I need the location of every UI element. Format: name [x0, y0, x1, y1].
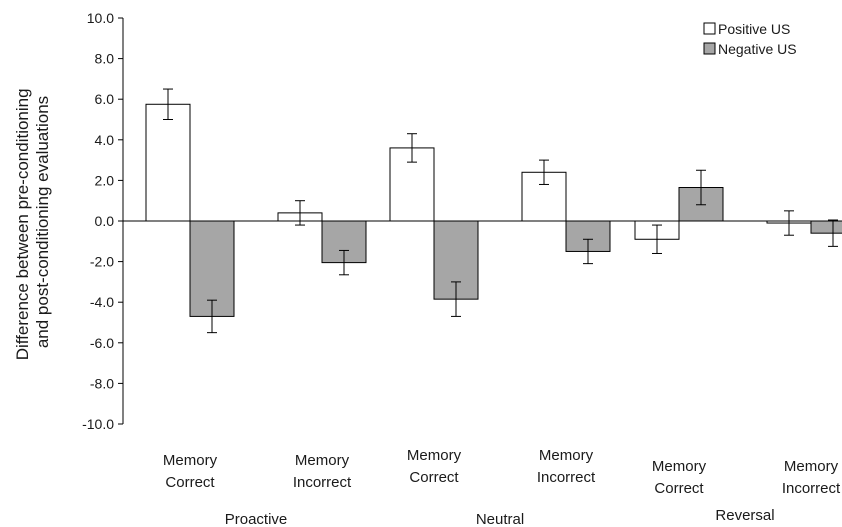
legend-label: Positive US [718, 21, 790, 37]
y-axis-label-line-1: Difference between pre-conditioning [13, 88, 32, 360]
y-tick-label: -2.0 [90, 254, 114, 270]
y-tick-label: -4.0 [90, 294, 114, 310]
y-tick-label: -10.0 [82, 416, 114, 432]
y-tick-label: -6.0 [90, 335, 114, 351]
group-label: Reversal [715, 507, 774, 524]
bar-negative-us [810, 220, 842, 234]
y-tick-label: 6.0 [95, 91, 115, 107]
category-label: Memory Correct [407, 447, 462, 486]
y-axis-label: Difference between pre-conditioning and … [13, 84, 52, 361]
y-tick-label: 8.0 [95, 51, 115, 67]
y-axis: 10.0 8.0 6.0 4.0 2.0 0.0 -2.0 -4.0 -6.0 -8.0 -10.0 [82, 10, 124, 432]
y-tick-label: -8.0 [90, 375, 114, 391]
legend-swatch [703, 22, 716, 35]
category-label: Memory Incorrect [537, 447, 596, 486]
bar-positive-us [145, 103, 191, 222]
y-tick-label: 2.0 [95, 172, 115, 188]
legend: Positive US Negative US [703, 21, 797, 57]
y-tick-label: 10.0 [87, 10, 114, 26]
error-bars [163, 88, 838, 334]
category-label: Memory Incorrect [293, 452, 352, 491]
y-tick-label: 4.0 [95, 132, 115, 148]
legend-label: Negative US [718, 41, 797, 57]
y-axis-label-line-2: and post-conditioning evaluations [33, 96, 52, 348]
y-tick-label: 0.0 [95, 213, 115, 229]
category-labels: Memory Correct Memory Incorrect Proactive Mem… [163, 447, 841, 527]
bars [145, 103, 842, 317]
category-label: Memory Correct [163, 452, 218, 491]
group-label: Neutral [476, 511, 524, 527]
group-label: Proactive [225, 511, 288, 527]
legend-swatch [703, 42, 716, 55]
category-label: Memory Correct [652, 458, 707, 497]
category-label: Memory Incorrect [782, 458, 841, 497]
